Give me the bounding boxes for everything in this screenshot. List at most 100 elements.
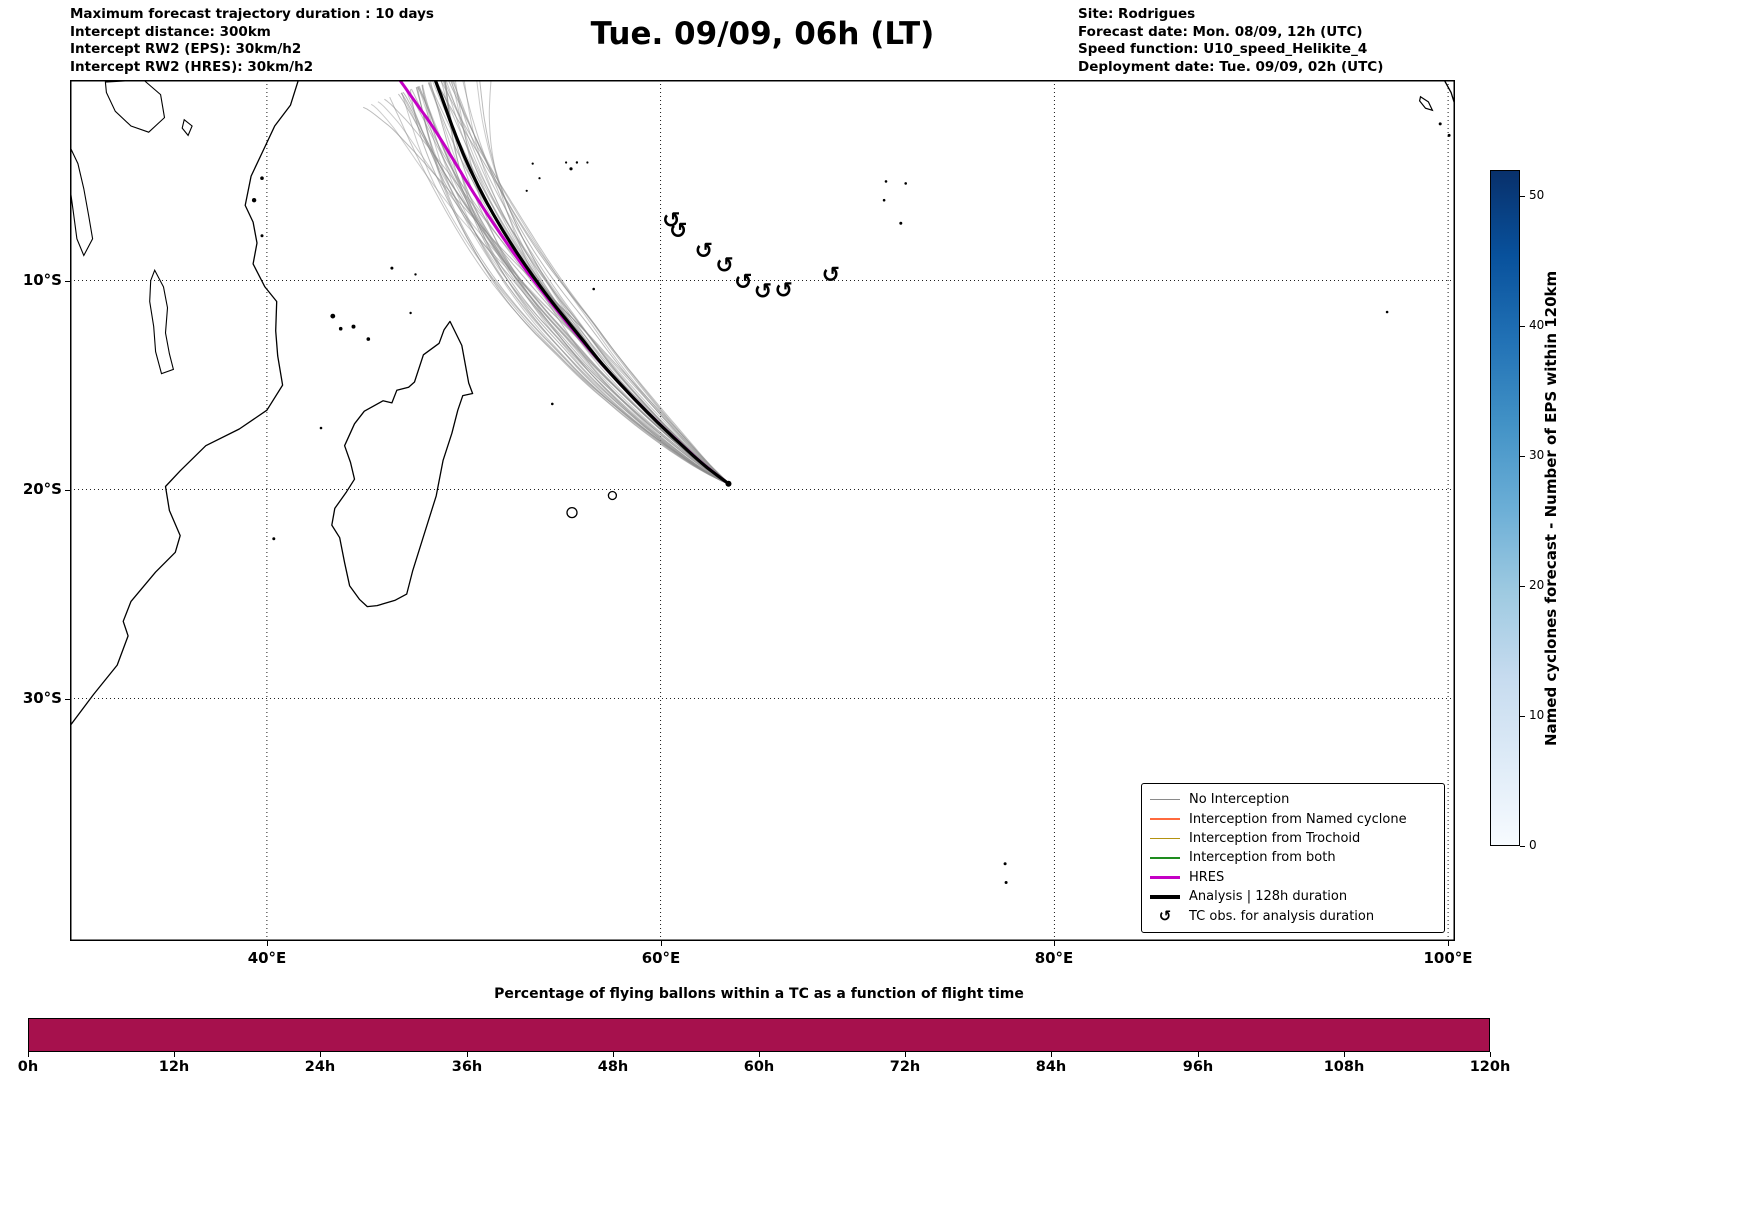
header-info-right-line: Speed function: U10_speed_Helikite_4 [1078,41,1368,57]
plot-border [70,80,1455,941]
colorbar-tick-label: 30 [1529,448,1545,462]
legend-line-sample [1150,818,1180,820]
eps-trajectory [439,78,729,485]
island-amirante-1 [531,162,534,165]
colorbar-tick-label: 10 [1529,708,1545,722]
legend-item: ↺ TC obs. for analysis duration [1150,907,1436,926]
bottom-tick-label: 60h [743,1059,775,1075]
island-chagos-1 [884,180,888,183]
island-mayotte [366,337,371,341]
header-info-right-line: Forecast date: Mon. 08/09, 12h (UTC) [1078,23,1363,40]
legend-line-sample [1150,875,1180,880]
bottom-tick-label: 84h [1035,1059,1067,1075]
bottom-axis-tickmark [1490,1052,1491,1057]
y-tick-label: 10°S [22,271,62,289]
legend-line-sample [1150,798,1180,801]
x-axis-tickmark [1054,941,1055,946]
eps-trajectory [445,75,729,485]
legend-label: Interception from Trochoid [1189,831,1361,847]
legend-line-sample [1150,857,1180,859]
island-aldabra [390,266,394,270]
island-chagos-3 [882,198,886,202]
island-mahe [569,167,573,171]
colorbar-tick-label: 50 [1529,188,1545,202]
island-glorioso [409,311,412,315]
island-tromelin [551,402,554,406]
y-axis-tickmark [65,699,70,700]
y-tick-label: 20°S [22,480,62,498]
eps-trajectory [400,92,729,485]
colorbar-tickmark [1520,846,1525,847]
y-axis-tickmark [65,490,70,491]
island-praslin [575,161,579,164]
legend-line-sample [1150,895,1180,899]
island-fregate [586,161,589,164]
legend-item: No Interception [1150,790,1436,809]
header-info-left-line: Intercept RW2 (HRES): 30km/h2 [70,58,314,75]
eps-trajectory [418,85,729,485]
page-title: Tue. 09/09, 06h (LT) [590,16,935,52]
analysis-track [433,78,731,486]
eps-trajectory [416,86,729,485]
island-mentawai-1 [1438,122,1442,126]
eps-trajectory [430,81,729,485]
eps-trajectory [421,84,729,485]
island-mafia [260,234,264,238]
legend-item: HRES [1150,868,1436,887]
eps-trajectory [445,75,729,485]
tc-observation-icon: ↺ [1158,907,1172,926]
island-cosmoledo [414,273,417,276]
eps-trajectory [416,86,729,485]
header-info-left-line: Intercept RW2 (EPS): 30km/h2 [70,41,302,57]
colorbar-tickmark [1520,196,1525,197]
lake-eyasi [181,118,193,137]
lake-victoria [104,80,166,133]
eps-trajectory [421,84,729,485]
legend-label: TC obs. for analysis duration [1189,908,1375,924]
bottom-tick-label: 36h [451,1059,483,1075]
bottom-axis-tickmark [1051,1052,1052,1057]
island-agalega [592,287,595,291]
trajectory-map: ↺↺↺↺↺ ↺ ↺↺ [64,57,1456,941]
island-amirante-2 [538,177,541,180]
island-grande-comore [330,313,336,319]
colorbar-tickmark [1520,456,1525,457]
island-st-paul [1004,881,1008,884]
sumatra-coastline [1443,79,1456,106]
header-info-left: Maximum forecast trajectory duration : 1… [70,6,434,76]
map-legend: No Interception Interception from Named c… [1141,783,1445,933]
y-axis-tickmark [65,281,70,282]
island-moheli [338,326,343,331]
bottom-axis-tickmark [1198,1052,1199,1057]
island-europa [272,537,276,541]
eps-trajectory [401,92,729,485]
colorbar-label: Named cyclones forecast - Number of EPS … [1542,270,1560,746]
x-axis-tickmark [1448,941,1449,946]
legend-label: Interception from Named cyclone [1189,811,1407,827]
eps-trajectory [389,96,729,485]
x-tick-label: 100°E [1423,949,1473,967]
bottom-axis-tickmark [28,1052,29,1057]
bottom-axis-tickmark [174,1052,175,1057]
eps-trajectory [440,77,729,485]
madagascar-coastline [331,320,474,608]
eps-trajectory [454,72,729,485]
island-pemba [260,176,264,180]
tc-observation-icon: ↺ [822,263,840,288]
island-amirante-3 [525,189,528,192]
header-info-left-line: Maximum forecast trajectory duration : 1… [70,6,434,22]
bottom-tick-label: 48h [597,1059,629,1075]
legend-item: Interception from Named cyclone [1150,810,1436,829]
bottom-chart-title: Percentage of flying ballons within a TC… [494,986,1024,1002]
island-mentawai-2 [1447,133,1451,137]
tc-observation-icon: ↺ [695,239,713,264]
africa-coastline [69,79,300,727]
colorbar-tick-label: 20 [1529,578,1545,592]
island-zanzibar [251,198,257,203]
bottom-tick-label: 96h [1182,1059,1214,1075]
colorbar-tickmark [1520,326,1525,327]
lake-malawi [149,268,175,375]
legend-label: HRES [1189,869,1225,885]
tc-observation-icon: ↺ [754,280,772,305]
